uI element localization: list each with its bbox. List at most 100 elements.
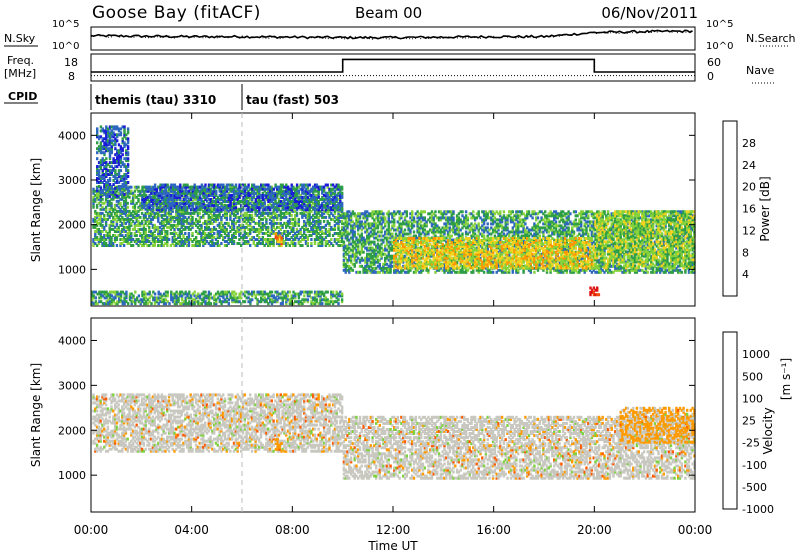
nave-tick-top: 60 <box>707 56 721 69</box>
power-cell <box>298 218 300 221</box>
power-cell <box>411 210 413 213</box>
power-cell <box>101 198 103 201</box>
power-cell <box>267 226 269 229</box>
power-cell <box>310 238 312 241</box>
power-cell <box>116 139 118 142</box>
power-cell <box>130 232 132 235</box>
power-cell <box>249 244 251 247</box>
power-cell <box>188 291 190 294</box>
power-cell <box>166 230 168 233</box>
power-cell <box>210 302 212 305</box>
power-cell <box>127 151 129 154</box>
power-cell <box>116 189 118 192</box>
power-cell <box>127 145 129 148</box>
power-cell <box>332 244 334 247</box>
power-cell <box>413 231 415 234</box>
noise-right-tick-bottom: 10^0 <box>706 41 733 52</box>
power-cell <box>227 222 229 225</box>
freq-tick-top: 18 <box>64 56 78 69</box>
power-cell <box>251 298 253 301</box>
power-cell <box>96 157 98 160</box>
power-cell <box>105 157 107 160</box>
power-cell <box>354 231 356 234</box>
power-cell <box>352 269 354 272</box>
power-cell <box>337 298 339 301</box>
power-cell <box>359 271 361 274</box>
power-cell <box>127 195 129 198</box>
power-cell <box>210 293 212 296</box>
noise-left-tick-bottom: 10^0 <box>52 41 79 52</box>
power-cell <box>413 216 415 219</box>
power-cell <box>373 241 375 244</box>
power-cell <box>148 226 150 229</box>
noise-left-tick-top: 10^5 <box>52 19 79 30</box>
power-cell <box>296 184 298 187</box>
power-cell <box>167 184 169 187</box>
power-cell <box>337 302 339 305</box>
power-cell <box>285 216 287 219</box>
power-cell <box>137 186 139 189</box>
power-cell <box>289 291 291 294</box>
power-cell <box>316 298 318 301</box>
power-cell <box>139 216 141 219</box>
power-cell <box>413 224 415 227</box>
power-cell <box>244 190 246 193</box>
power-cell <box>253 291 255 294</box>
power-cell <box>310 291 312 294</box>
power-cell <box>319 220 321 223</box>
power-heatmap-cells <box>91 125 696 305</box>
power-cell <box>282 206 284 209</box>
power-cell <box>361 233 363 236</box>
power-cell <box>391 233 393 236</box>
power-cell <box>186 196 188 199</box>
power-cell <box>343 241 345 244</box>
power-cell <box>235 236 237 239</box>
power-cell <box>341 202 343 205</box>
power-cell <box>127 157 129 160</box>
freq-tick-bottom: 8 <box>68 70 75 83</box>
power-cell <box>195 236 197 239</box>
power-cell <box>382 212 384 215</box>
power-cell <box>186 184 188 187</box>
power-cell <box>122 153 124 156</box>
power-cell <box>123 193 125 196</box>
power-cell <box>217 240 219 243</box>
power-cell <box>309 184 311 187</box>
power-cell <box>287 294 289 297</box>
power-cell <box>307 242 309 245</box>
power-cell <box>119 202 121 205</box>
power-cell <box>116 195 118 198</box>
power-cell <box>228 302 230 305</box>
power-cell <box>215 190 217 193</box>
power-cell <box>384 216 386 219</box>
beam-label: Beam 00 <box>355 4 422 22</box>
power-cell <box>341 188 343 191</box>
freq-label-top: Freq. <box>7 54 34 67</box>
power-cell <box>127 127 129 130</box>
power-cell <box>330 238 332 241</box>
power-cell <box>127 302 129 305</box>
power-cell <box>244 184 246 187</box>
power-cell <box>404 229 406 232</box>
power-cell <box>152 206 154 209</box>
nave-tick-bottom: 0 <box>707 70 714 83</box>
power-cell <box>393 218 395 221</box>
power-cell <box>235 293 237 296</box>
freq-series-0 <box>91 59 695 72</box>
power-cell <box>301 244 303 247</box>
power-cell <box>188 232 190 235</box>
power-cell <box>296 212 298 215</box>
power-cell <box>145 228 147 231</box>
power-cell <box>150 302 152 305</box>
power-cell <box>235 206 237 209</box>
power-cell <box>176 202 178 205</box>
power-cell <box>278 208 280 211</box>
power-cell <box>168 302 170 305</box>
freq-panel-frame <box>91 54 695 81</box>
power-cell <box>120 131 122 134</box>
power-cell <box>120 169 122 172</box>
power-cell <box>184 232 186 235</box>
power-cell <box>96 141 98 144</box>
power-cell <box>110 202 112 205</box>
power-cell <box>291 184 293 187</box>
